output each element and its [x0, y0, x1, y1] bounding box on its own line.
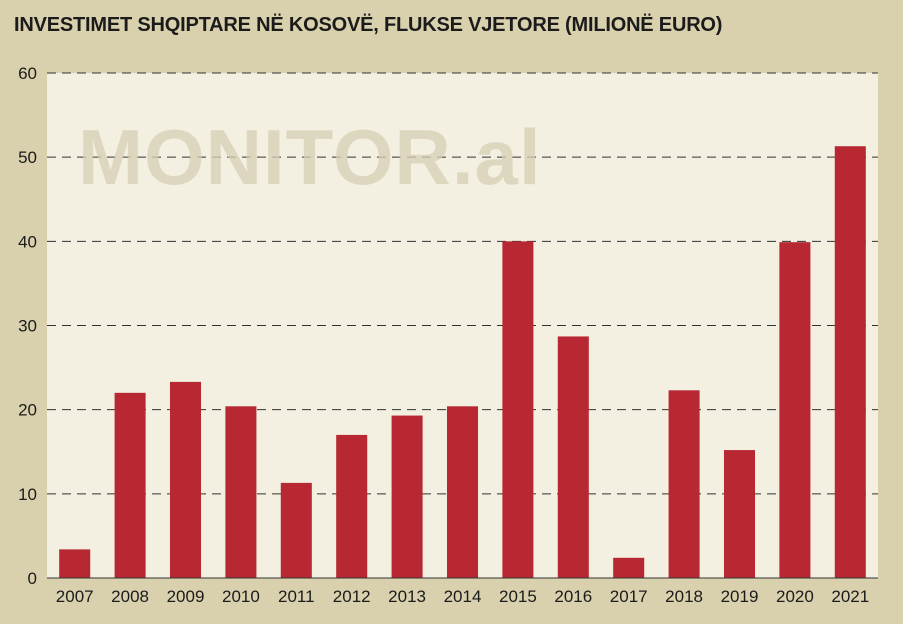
bar-2011	[280, 482, 312, 578]
x-tick-label: 2014	[444, 587, 482, 606]
y-tick-label: 0	[28, 569, 37, 588]
bar-2012	[336, 434, 368, 578]
x-tick-label: 2015	[499, 587, 537, 606]
x-tick-label: 2018	[665, 587, 703, 606]
bar-2018	[668, 390, 700, 578]
y-tick-labels: 0 10 20 30 40 50 60	[18, 64, 37, 588]
x-tick-labels: 2007 2008 2009 2010 2011 2012 2013 2014 2015 2016…	[56, 587, 869, 606]
x-tick-label: 2007	[56, 587, 94, 606]
bar-2015	[502, 241, 534, 579]
x-tick-label: 2010	[222, 587, 260, 606]
x-tick-label: 2009	[167, 587, 205, 606]
x-tick-label: 2012	[333, 587, 371, 606]
y-tick-label: 20	[18, 401, 37, 420]
x-tick-label: 2008	[111, 587, 149, 606]
bar-2020	[779, 242, 811, 579]
x-tick-label: 2021	[831, 587, 869, 606]
bar-2008	[114, 392, 146, 578]
x-tick-label: 2011	[278, 587, 315, 606]
bar-2009	[169, 381, 202, 578]
chart-title: INVESTIMET SHQIPTARE NË KOSOVË, FLUKSE V…	[14, 14, 723, 36]
bar-2021	[834, 146, 866, 578]
y-tick-label: 50	[18, 148, 37, 167]
x-tick-label: 2020	[776, 587, 814, 606]
y-tick-label: 60	[18, 64, 37, 83]
bar-2019	[723, 450, 756, 578]
bars-group	[59, 146, 866, 579]
y-tick-label: 40	[18, 232, 37, 251]
bar-2016	[557, 336, 589, 578]
y-tick-label: 30	[18, 317, 37, 336]
x-tick-label: 2017	[610, 587, 648, 606]
bar-2017	[613, 557, 645, 578]
y-tick-label: 10	[18, 485, 37, 504]
x-tick-label: 2013	[388, 587, 426, 606]
x-tick-label: 2016	[554, 587, 592, 606]
bar-2010	[225, 406, 257, 578]
bar-2007	[59, 549, 91, 578]
x-tick-label: 2019	[721, 587, 759, 606]
bar-2013	[391, 415, 423, 578]
bar-2014	[446, 406, 479, 578]
